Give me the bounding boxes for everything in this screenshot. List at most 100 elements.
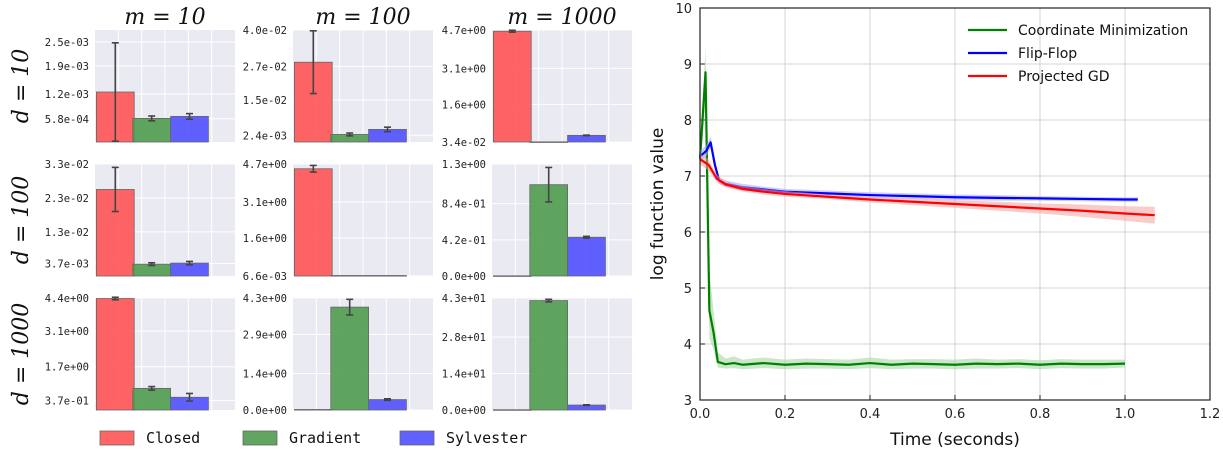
error-bar (186, 112, 193, 120)
bar-closed (293, 168, 333, 277)
error-bar (111, 296, 119, 301)
y-tick-label: 4.7e+00 (442, 25, 486, 37)
y-tick-label: 2.4e-03 (243, 130, 287, 142)
bar-gradient (330, 306, 369, 411)
row-title: d = 100 (9, 176, 34, 265)
confidence-band (700, 153, 1155, 224)
bar-panel: 0.0e+00 1.4e+01 2.8e+01 4.3e+01 (442, 293, 632, 417)
bar-closed (293, 61, 333, 143)
series-line (699, 158, 1155, 217)
bar-closed (492, 409, 532, 411)
bar-panel: 3.7e-03 1.3e-02 2.3e-02 3.3e-02 (45, 159, 235, 277)
y-tick-label: 4.4e+00 (45, 293, 89, 305)
bar-closed (293, 409, 333, 411)
y-tick-label: 4 (684, 338, 692, 353)
x-tick-label: 0.6 (945, 407, 966, 422)
y-tick-label: 4.3e+01 (442, 293, 486, 305)
y-tick-label: 4.2e-01 (442, 235, 486, 247)
column-title: m = 1000 (507, 5, 616, 30)
error-bar (583, 235, 590, 239)
series (699, 153, 1155, 224)
y-tick-label: 2.9e+00 (243, 329, 287, 341)
y-axis-label: log function value (648, 128, 668, 281)
series-line (699, 141, 1138, 201)
legend-label: Flip-Flop (1018, 46, 1077, 62)
y-tick-label: 1.9e-03 (45, 61, 89, 73)
bar-closed (492, 275, 532, 277)
legend-swatch-closed (99, 430, 135, 446)
bar-panel: 6.6e-03 1.6e+00 3.1e+00 4.7e+00 (243, 159, 433, 283)
x-tick-label: 0.2 (775, 407, 796, 422)
legend-swatch-gradient (242, 430, 278, 446)
bar-gradient (529, 141, 568, 143)
error-bar (346, 298, 354, 316)
y-tick-label: 1.4e+00 (243, 369, 287, 381)
bar-gradient (330, 275, 369, 277)
legend-label: Gradient (289, 429, 361, 447)
y-tick-label: 10 (675, 2, 692, 17)
y-tick-label: 5 (684, 282, 692, 297)
error-bar (384, 397, 391, 402)
error-bar (309, 30, 317, 95)
error-bar (309, 164, 317, 173)
y-tick-label: 2.8e+01 (442, 332, 486, 344)
y-tick-label: 2.7e-02 (243, 61, 287, 73)
bar-gradient (529, 300, 568, 411)
y-tick-label: 0.0e+00 (442, 405, 486, 417)
y-tick-label: 0.0e+00 (243, 405, 287, 417)
y-tick-label: 4.7e+00 (243, 159, 287, 171)
bar-panel: 0.0e+00 4.2e-01 8.4e-01 1.3e+00 (442, 159, 632, 283)
series-line (698, 71, 1126, 366)
y-tick-label: 4.0e-02 (243, 25, 287, 37)
bar-sylvester (368, 275, 407, 277)
y-tick-label: 1.5e-02 (243, 95, 287, 107)
column-title: m = 10 (124, 5, 205, 30)
y-tick-label: 3.1e+00 (442, 63, 486, 75)
row-title: d = 1000 (9, 303, 34, 406)
plot-frame (699, 7, 1211, 401)
y-tick-label: 3 (684, 394, 692, 409)
bar-panel: 3.7e-01 1.7e+00 3.1e+00 4.4e+00 (45, 293, 235, 411)
y-tick-label: 9 (684, 58, 692, 73)
bar-panel: 0.0e+00 1.4e+00 2.9e+00 4.3e+00 (243, 293, 433, 417)
y-tick-label: 3.3e-02 (45, 159, 89, 171)
error-bar (583, 403, 590, 407)
y-tick-label: 1.6e+00 (243, 233, 287, 245)
y-tick-label: 2.5e-03 (45, 37, 89, 49)
error-bar (346, 132, 354, 137)
error-bar (111, 166, 119, 213)
y-tick-label: 1.3e-02 (45, 227, 89, 239)
y-tick-label: 4.3e+00 (243, 293, 287, 305)
y-tick-label: 1.6e+00 (442, 99, 486, 111)
bar-closed (492, 30, 532, 143)
x-tick-label: 0.0 (690, 407, 711, 422)
y-tick-label: 8.4e-01 (442, 199, 486, 211)
row-title: d = 10 (9, 49, 34, 124)
y-tick-label: 5.8e-04 (45, 114, 89, 126)
error-bar (148, 115, 156, 122)
y-tick-label: 3.4e-02 (442, 137, 486, 149)
bar-sylvester (567, 236, 606, 277)
y-tick-label: 3.7e-01 (45, 396, 89, 408)
y-tick-label: 3.1e+00 (243, 197, 287, 209)
error-bar (148, 261, 156, 267)
bar-closed (96, 298, 135, 411)
y-tick-label: 3.7e-03 (45, 258, 89, 270)
series (698, 47, 1126, 370)
y-tick-label: 6.6e-03 (243, 271, 287, 283)
legend-label: Sylvester (446, 429, 527, 447)
y-tick-label: 2.3e-02 (45, 193, 89, 205)
legend-label: Closed (146, 429, 200, 447)
x-tick-label: 1.2 (1200, 407, 1221, 422)
bar-legend: Closed Gradient Sylvester (99, 429, 527, 447)
y-tick-label: 1.2e-03 (45, 89, 89, 101)
y-tick-label: 7 (684, 170, 692, 185)
line-legend: Coordinate Minimization Flip-Flop Projecte… (968, 23, 1188, 85)
bar-gradient (132, 387, 172, 411)
error-bar (508, 29, 516, 33)
y-tick-label: 0.0e+00 (442, 271, 486, 283)
error-bar (186, 392, 193, 402)
y-tick-label: 3.1e+00 (45, 326, 89, 338)
x-tick-label: 0.8 (1030, 407, 1051, 422)
